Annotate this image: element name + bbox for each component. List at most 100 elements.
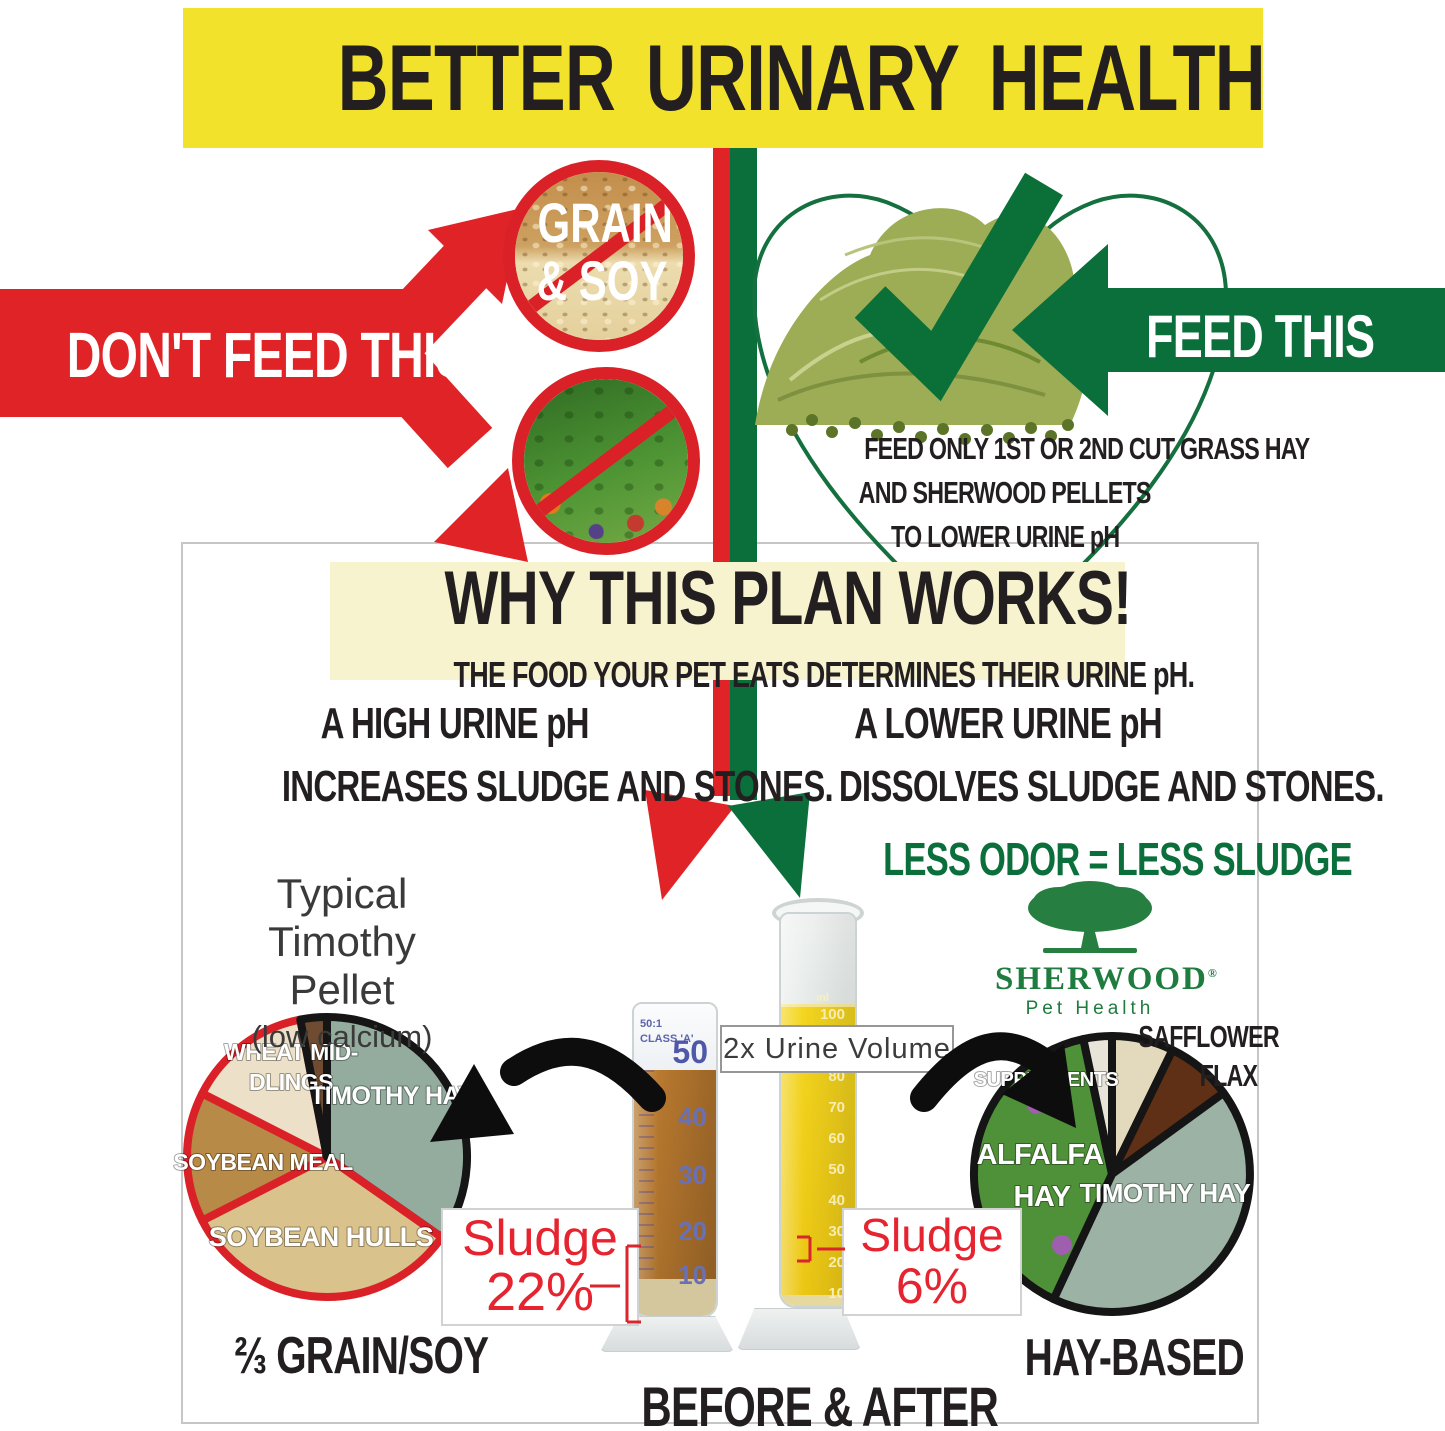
typical-pellet-label: Typical Timothy Pellet (low calcium) bbox=[222, 870, 462, 1060]
wedge-soybean-meal bbox=[183, 1089, 331, 1225]
grain-text-2: & SOY bbox=[536, 249, 668, 312]
feed-label: FEED THIS bbox=[1146, 303, 1375, 370]
typical-line2: Timothy Pellet bbox=[268, 918, 416, 1013]
sludge-before-callout: Sludge 22% bbox=[441, 1208, 639, 1326]
sherwood-logo: SHERWOOD® Pet Health bbox=[995, 880, 1217, 1020]
after-pie-footer: HAY-BASED bbox=[1024, 1329, 1245, 1387]
grain-text-1-wrap: GRAIN bbox=[515, 190, 683, 255]
wedge-supplements bbox=[1079, 1031, 1116, 1178]
safflower-flax-label: SAFFLOWER FLAX bbox=[1115, 1020, 1279, 1098]
cylinder-ticks bbox=[639, 1070, 654, 1279]
grain-text-1: GRAIN bbox=[537, 191, 673, 254]
before-pie-footer: ⅔ GRAIN/SOY bbox=[234, 1327, 489, 1385]
before-after-footer: BEFORE & AFTER (7 DAYS LATER) bbox=[480, 1374, 1160, 1431]
sludge-after-callout: Sludge 6% bbox=[842, 1208, 1022, 1316]
dont-feed-label: DON'T FEED THIS bbox=[66, 319, 468, 391]
mark-unit: ml bbox=[816, 992, 829, 1004]
mark-50: 50 bbox=[672, 1034, 708, 1070]
brand-name-wrap: SHERWOOD® bbox=[995, 961, 1217, 998]
feed-label-wrap: FEED THIS bbox=[1108, 302, 1408, 371]
before-pie-footer-wrap: ⅔ GRAIN/SOY bbox=[192, 1326, 489, 1386]
why-headline: WHY THIS PLAN WORKS! bbox=[444, 556, 1132, 641]
tree-icon bbox=[1028, 881, 1152, 953]
red-arrowhead-icon bbox=[645, 790, 735, 900]
wedge-timothy-hay-after bbox=[1049, 1088, 1254, 1316]
mark-30: 30 bbox=[678, 1160, 707, 1190]
label-soybean-hulls: SOYBEAN HULLS bbox=[209, 1222, 434, 1252]
less-odor-wrap: LESS ODOR = LESS SLUDGE bbox=[805, 832, 1352, 886]
green-checkmark-icon bbox=[854, 172, 1063, 402]
mark-10: 10 bbox=[828, 1285, 845, 1302]
why-headline-box: WHY THIS PLAN WORKS! THE FOOD YOUR PET E… bbox=[330, 561, 1195, 695]
urine-volume-text: 2x Urine Volume bbox=[723, 1033, 951, 1065]
safflower-label: SAFFLOWER bbox=[1138, 1019, 1279, 1054]
low-ph-line1: A LOWER URINE pH bbox=[854, 699, 1162, 748]
footer-main: BEFORE & AFTER bbox=[641, 1375, 999, 1431]
mark-20: 20 bbox=[828, 1254, 845, 1271]
urine-volume-note: 2x Urine Volume bbox=[720, 1025, 954, 1073]
poster-title: BETTER URINARY HEALTH bbox=[337, 25, 1266, 130]
sludge-before-value: 22% bbox=[485, 1262, 595, 1322]
sludge-after-bracket-icon bbox=[797, 1235, 845, 1263]
alfalfa-flower-dot bbox=[1052, 1235, 1072, 1255]
typical-line1: Typical bbox=[276, 870, 408, 917]
dont-feed-label-wrap: DON'T FEED THIS bbox=[0, 318, 468, 392]
brand-tagline: Pet Health bbox=[1025, 998, 1155, 1019]
high-ph-line2: INCREASES SLUDGE AND STONES. bbox=[281, 762, 834, 811]
mark-30: 30 bbox=[828, 1223, 845, 1240]
label-timothy-hay-before: TIMOTHY HAY bbox=[310, 1082, 475, 1110]
less-odor-text: LESS ODOR = LESS SLUDGE bbox=[883, 833, 1352, 885]
heart-note-line3: TO LOWER URINE pH bbox=[890, 519, 1120, 554]
heart-note: FEED ONLY 1ST OR 2ND CUT GRASS HAY AND S… bbox=[790, 430, 1310, 562]
mark-100: 100 bbox=[819, 1006, 845, 1023]
sludge-layer bbox=[634, 1279, 716, 1316]
low-ph-line2: DISSOLVES SLUDGE AND STONES. bbox=[838, 762, 1385, 811]
high-ph-claim: A HIGH URINE pH INCREASES SLUDGE AND STO… bbox=[190, 697, 834, 823]
wedge-timothy-hay bbox=[323, 1013, 471, 1242]
mark-60: 60 bbox=[828, 1130, 845, 1147]
black-arrow-left-icon bbox=[430, 1037, 666, 1142]
mark-70: 70 bbox=[828, 1099, 845, 1116]
brand-reg-mark: ® bbox=[1207, 966, 1219, 980]
typical-line3: (low calcium) bbox=[251, 1019, 433, 1054]
after-pie-footer-wrap: HAY-BASED bbox=[988, 1328, 1245, 1388]
label-wheat-middlings-1: WHEAT MID- bbox=[224, 1039, 358, 1065]
label-alfalfa-1: ALFALFA bbox=[977, 1139, 1105, 1171]
black-arrow-right-icon bbox=[910, 1032, 1076, 1128]
small-sludge-layer bbox=[781, 1295, 855, 1306]
brand-name: SHERWOOD bbox=[995, 961, 1208, 997]
label-soybean-meal: SOYBEAN MEAL bbox=[173, 1149, 353, 1175]
after-cylinder-base bbox=[737, 1308, 861, 1350]
green-stripe bbox=[730, 148, 757, 800]
sludge-before-label: Sludge bbox=[462, 1210, 618, 1266]
cylinder-spec-1: 50:1 bbox=[640, 1018, 663, 1030]
hay-pellets bbox=[786, 414, 1074, 445]
mark-40: 40 bbox=[828, 1192, 845, 1209]
label-wheat-middlings-2: DLINGS bbox=[249, 1069, 333, 1095]
feed-arrow-shape bbox=[1012, 244, 1445, 416]
flax-label: FLAX bbox=[1199, 1058, 1258, 1093]
high-ph-line1: A HIGH URINE pH bbox=[320, 699, 590, 748]
before-pie-chart: WHEAT MID- DLINGS SOYBEAN MEAL SOYBEAN H… bbox=[172, 1013, 476, 1301]
heart-note-line1: FEED ONLY 1ST OR 2ND CUT GRASS HAY bbox=[864, 431, 1310, 466]
cylinder-spec-2: CLASS 'A' bbox=[640, 1033, 694, 1045]
label-alfalfa-2: HAY bbox=[1013, 1181, 1070, 1213]
grain-text-2-wrap: & SOY bbox=[515, 248, 683, 313]
glass-empty-top bbox=[781, 914, 855, 1004]
green-arrowhead-icon bbox=[728, 792, 810, 898]
heart-note-line2: AND SHERWOOD PELLETS bbox=[858, 475, 1152, 510]
low-ph-claim: A LOWER URINE pH DISSOLVES SLUDGE AND ST… bbox=[748, 697, 1385, 823]
sludge-before-bracket-icon bbox=[590, 1244, 641, 1324]
mark-40: 40 bbox=[678, 1102, 707, 1132]
cylinder-frosted-top: 50:1 CLASS 'A' bbox=[634, 1004, 716, 1070]
dont-feed-arrow-shape bbox=[0, 208, 528, 562]
sludge-after-value: 6% bbox=[895, 1257, 969, 1314]
mark-10: 10 bbox=[678, 1260, 707, 1290]
wedge-other-grain bbox=[296, 1013, 331, 1161]
wedge-wheat-middlings bbox=[198, 1015, 331, 1161]
why-subheadline: THE FOOD YOUR PET EATS DETERMINES THEIR … bbox=[453, 654, 1195, 695]
mark-50: 50 bbox=[828, 1161, 845, 1178]
